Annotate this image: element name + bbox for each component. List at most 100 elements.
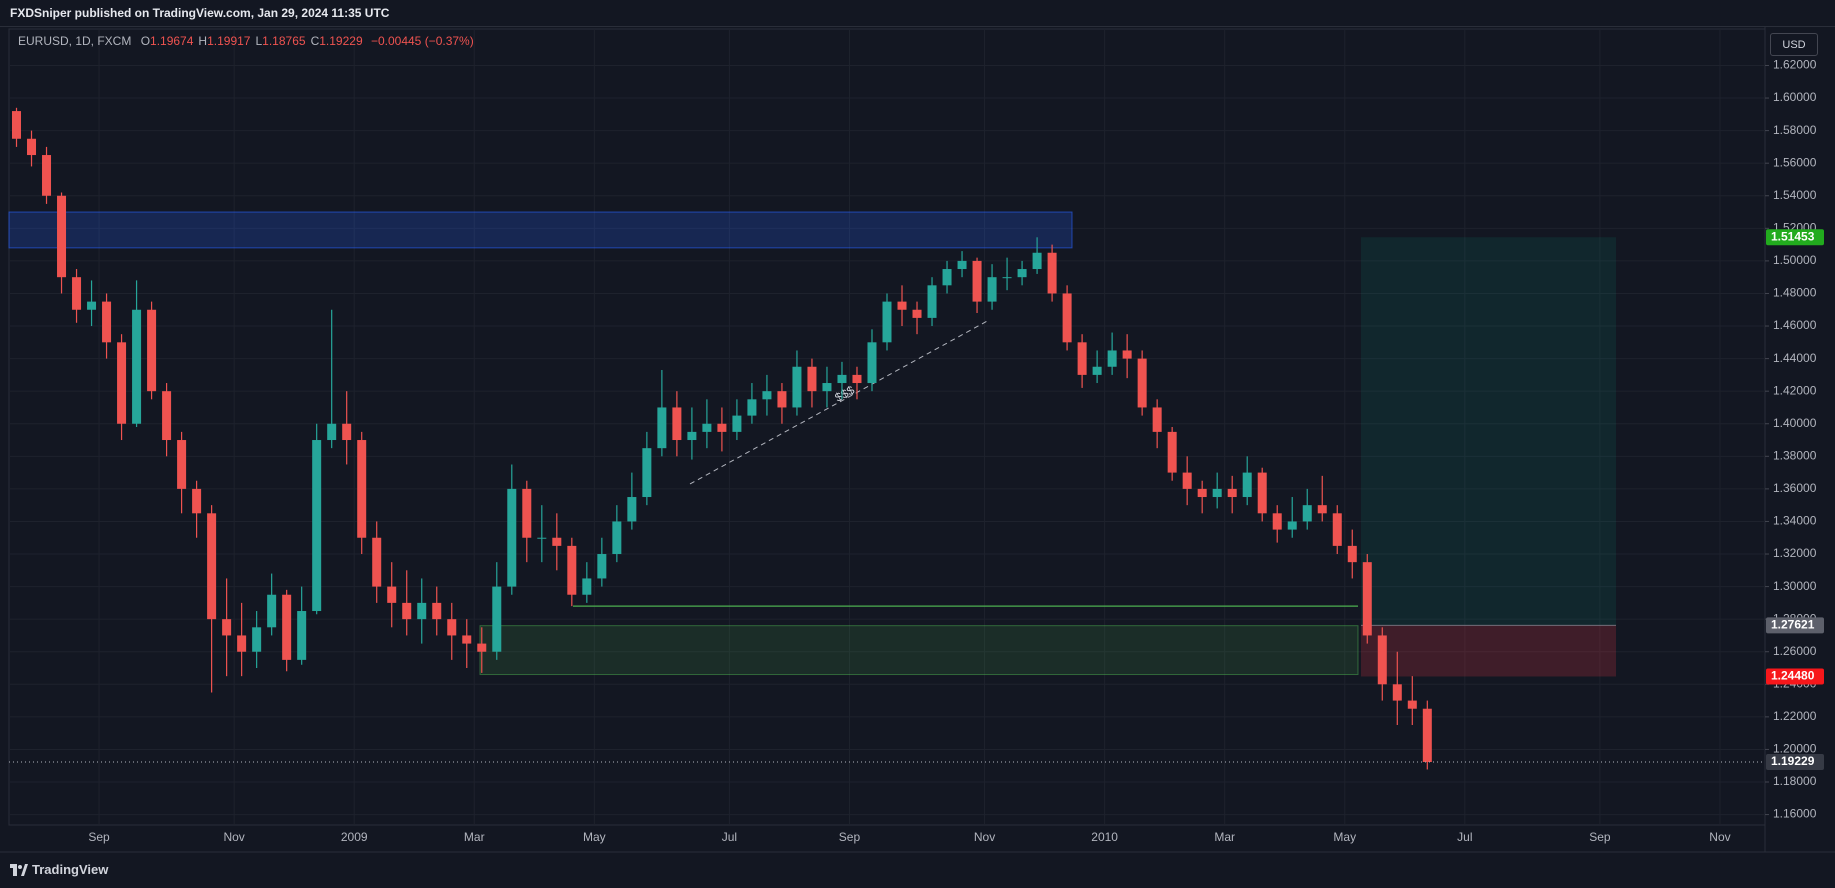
candle-body (972, 260, 982, 302)
candle-body (447, 619, 457, 636)
candle-body (582, 578, 592, 595)
plot-area (8, 28, 1766, 826)
candle-body (192, 488, 202, 514)
drawings: $$$ (8, 211, 1616, 677)
candle-body (1167, 431, 1177, 473)
change: −0.00445 (−0.37%) (370, 34, 474, 48)
y-tick-label: 1.32000 (1773, 546, 1817, 560)
candle-body (1122, 350, 1132, 359)
candle-body (117, 342, 127, 424)
footer: TradingView (10, 862, 108, 877)
y-tick-label: 1.36000 (1773, 481, 1817, 495)
y-tick-label: 1.60000 (1773, 90, 1817, 104)
candle-body (147, 309, 157, 392)
candle-body (477, 643, 487, 652)
candle-body (627, 497, 637, 522)
candle-body (87, 301, 97, 310)
candle-body (642, 448, 652, 498)
x-tick-label: Sep (1589, 830, 1611, 844)
candle-body (1392, 684, 1402, 701)
candle-body (567, 545, 577, 595)
candle-body (702, 423, 712, 432)
x-tick-label: Mar (464, 830, 485, 844)
candle-body (942, 269, 952, 286)
x-tick-label: Mar (1214, 830, 1235, 844)
candle-body (1047, 252, 1057, 294)
x-tick-label: 2009 (341, 830, 368, 844)
candle-body (222, 619, 232, 636)
brand: TradingView (32, 862, 109, 877)
legend-value: 1.18765 (262, 34, 306, 48)
currency-button[interactable]: USD (1770, 33, 1818, 56)
target-label-bg (1766, 229, 1824, 246)
y-tick-label: 1.62000 (1773, 58, 1817, 72)
candle-body (207, 513, 217, 620)
candle-body (1182, 472, 1192, 489)
candle-body (1287, 521, 1297, 530)
candle-body (657, 407, 667, 449)
y-tick-label: 1.44000 (1773, 351, 1817, 365)
y-tick-label: 1.54000 (1773, 188, 1817, 202)
candle-body (867, 342, 877, 384)
y-tick-label: 1.34000 (1773, 514, 1817, 528)
candle-body (1347, 545, 1357, 563)
supply-zone (8, 211, 1073, 249)
candle-body (747, 399, 757, 416)
x-tick-label: Sep (88, 830, 110, 844)
candle-body (72, 277, 82, 310)
candle-body (807, 366, 817, 392)
candle-body (687, 431, 697, 441)
candle-body (552, 537, 562, 546)
candle-body (42, 155, 52, 196)
y-tick-label: 1.40000 (1773, 416, 1817, 430)
candle-body (507, 488, 517, 587)
candle-body (327, 423, 337, 441)
candle-body (1422, 708, 1432, 762)
target-label: 1.51453 (1771, 229, 1815, 243)
trendline (689, 320, 988, 485)
x-tick-label: Nov (223, 830, 244, 844)
y-tick-label: 1.22000 (1773, 709, 1817, 723)
y-tick-label: 1.46000 (1773, 318, 1817, 332)
legend-label: C (310, 34, 320, 48)
legend-value: 1.19229 (319, 34, 363, 48)
candle-body (897, 301, 907, 310)
axes: 1.160001.180001.200001.220001.240001.260… (88, 58, 1824, 844)
candle-body (1317, 505, 1327, 514)
candle-body (777, 391, 787, 408)
candle-body (267, 594, 277, 628)
candle-body (1227, 488, 1237, 498)
demand-zone (479, 625, 1359, 676)
last-price-label: 1.19229 (1771, 754, 1815, 768)
y-tick-label: 1.38000 (1773, 448, 1817, 462)
candle-body (927, 285, 937, 318)
y-tick-label: 1.18000 (1773, 774, 1817, 788)
y-tick-label: 1.48000 (1773, 286, 1817, 300)
x-tick-label: Jul (722, 830, 737, 844)
y-tick-label: 1.20000 (1773, 742, 1817, 756)
profit-area (1361, 237, 1616, 626)
x-tick-label: Sep (839, 830, 861, 844)
x-tick-label: May (583, 830, 606, 844)
y-tick-label: 1.26000 (1773, 644, 1817, 658)
y-tick-label: 1.16000 (1773, 807, 1817, 821)
publish-header: FXDSniper published on TradingView.com, … (0, 0, 1835, 27)
candle-body (1377, 635, 1387, 685)
candle-body (282, 594, 292, 660)
y-tick-label: 1.42000 (1773, 383, 1817, 397)
candle-body (762, 391, 772, 400)
candle-body (987, 277, 997, 302)
candle-body (717, 423, 727, 432)
candle-body (1272, 513, 1282, 530)
candle-body (1062, 293, 1072, 343)
candle-body (402, 602, 412, 620)
y-tick-label: 1.56000 (1773, 155, 1817, 169)
candle-body (912, 309, 922, 318)
loss-area (1361, 625, 1616, 677)
x-tick-label: Nov (1709, 830, 1730, 844)
candle-body (1242, 472, 1252, 498)
x-tick-label: May (1333, 830, 1356, 844)
candle-body (522, 488, 532, 538)
candle-body (1407, 700, 1417, 709)
